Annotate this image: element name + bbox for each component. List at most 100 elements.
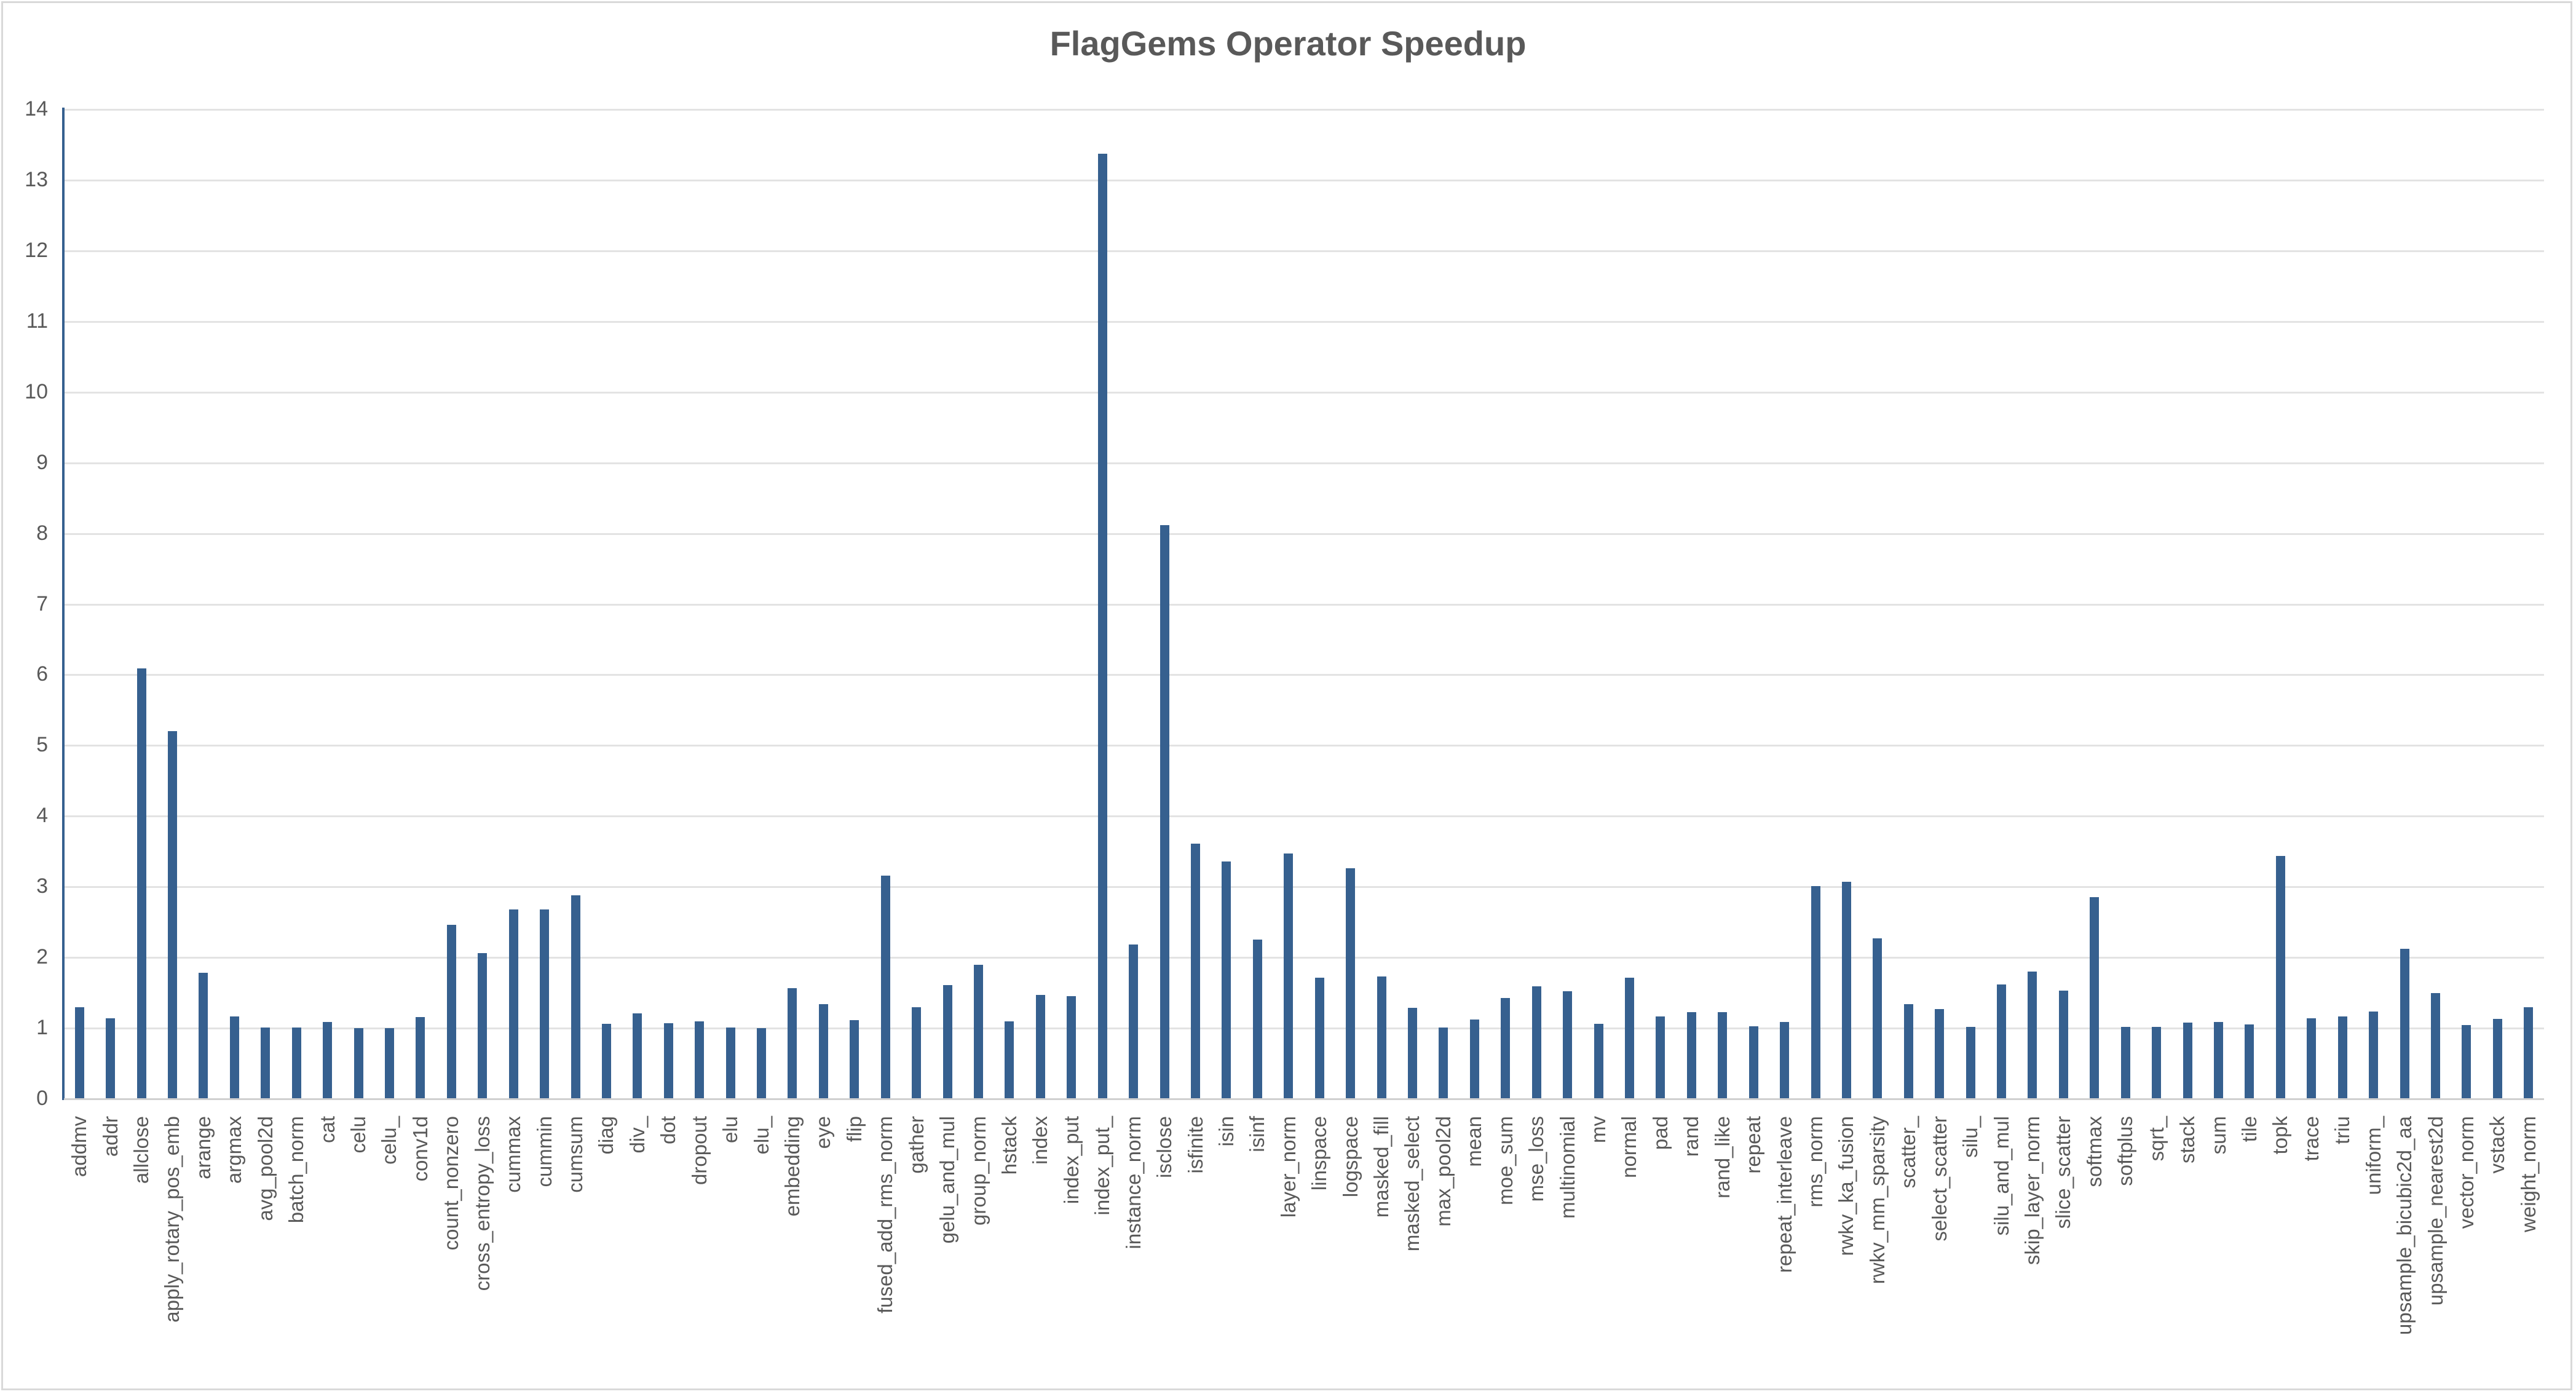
y-axis-line	[62, 108, 65, 1100]
bar-count_nonzero[interactable]	[446, 925, 456, 1099]
bar-cummin[interactable]	[540, 909, 550, 1099]
bar-vstack[interactable]	[2492, 1019, 2502, 1099]
x-tick-label: masked_fill	[1370, 1116, 1393, 1218]
bar-celu_[interactable]	[384, 1028, 394, 1099]
bar-flip[interactable]	[850, 1020, 859, 1099]
bar-index[interactable]	[1035, 995, 1045, 1099]
x-tick-label: weight_norm	[2516, 1116, 2540, 1232]
bar-layer_norm[interactable]	[1284, 853, 1294, 1099]
bar-conv1d[interactable]	[416, 1016, 425, 1099]
bar-isfinite[interactable]	[1191, 844, 1200, 1099]
bar-softmax[interactable]	[2090, 897, 2100, 1099]
bar-softplus[interactable]	[2120, 1026, 2130, 1099]
x-tick-label: vstack	[2486, 1116, 2509, 1174]
bar-embedding[interactable]	[788, 988, 797, 1099]
x-tick-label: cat	[315, 1116, 339, 1144]
bar-fused_add_rms_norm[interactable]	[880, 875, 890, 1099]
x-tick-label: cross_entropy_loss	[470, 1116, 494, 1291]
y-tick-label: 9	[36, 450, 48, 474]
bar-gelu_and_mul[interactable]	[942, 984, 952, 1099]
bar-topk[interactable]	[2275, 855, 2285, 1099]
x-tick-label: skip_layer_norm	[2020, 1116, 2044, 1265]
bar-apply_rotary_pos_emb[interactable]	[167, 731, 177, 1099]
bar-stack[interactable]	[2183, 1022, 2192, 1099]
bar-cummax[interactable]	[508, 909, 518, 1099]
bar-linspace[interactable]	[1314, 978, 1324, 1099]
bar-select_scatter[interactable]	[1935, 1009, 1945, 1099]
bar-trace[interactable]	[2307, 1018, 2317, 1099]
x-tick-label: multinomial	[1555, 1116, 1579, 1219]
bar-rand[interactable]	[1686, 1012, 1696, 1099]
bar-masked_select[interactable]	[1407, 1007, 1417, 1099]
bar-index_put_[interactable]	[1097, 154, 1107, 1099]
bar-elu[interactable]	[725, 1027, 735, 1099]
bar-pad[interactable]	[1656, 1016, 1665, 1099]
x-tick-label: logspace	[1338, 1116, 1362, 1198]
bar-sum[interactable]	[2214, 1021, 2224, 1099]
bar-multinomial[interactable]	[1563, 991, 1573, 1099]
bar-repeat[interactable]	[1748, 1026, 1758, 1099]
bar-uniform_[interactable]	[2369, 1011, 2379, 1099]
bar-group_norm[interactable]	[974, 964, 984, 1099]
bar-rms_norm[interactable]	[1811, 886, 1820, 1099]
bar-mean[interactable]	[1469, 1020, 1479, 1099]
x-tick-label: tile	[2237, 1116, 2261, 1143]
bar-rwkv_ka_fusion[interactable]	[1841, 882, 1851, 1099]
bar-repeat_interleave[interactable]	[1780, 1021, 1790, 1099]
bar-addmv[interactable]	[74, 1007, 84, 1099]
bar-masked_fill[interactable]	[1377, 976, 1386, 1099]
bar-scatter_[interactable]	[1903, 1004, 1913, 1099]
bar-skip_layer_norm[interactable]	[2028, 972, 2037, 1099]
bar-max_pool2d[interactable]	[1439, 1027, 1448, 1099]
x-tick-label: mse_loss	[1525, 1116, 1548, 1202]
bar-logspace[interactable]	[1346, 868, 1356, 1099]
bar-upsample_nearest2d[interactable]	[2431, 992, 2440, 1099]
bar-rwkv_mm_sparsity[interactable]	[1873, 938, 1883, 1099]
y-tick-label: 1	[36, 1016, 48, 1040]
bar-triu[interactable]	[2337, 1016, 2347, 1099]
bar-allclose[interactable]	[136, 668, 146, 1099]
bar-elu_[interactable]	[757, 1028, 767, 1099]
bar-cumsum[interactable]	[571, 895, 580, 1099]
bar-argmax[interactable]	[229, 1016, 239, 1099]
bar-gather[interactable]	[912, 1007, 922, 1099]
bar-mv[interactable]	[1594, 1024, 1603, 1099]
bar-upsample_bicubic2d_aa[interactable]	[2400, 949, 2409, 1099]
bar-isclose[interactable]	[1160, 525, 1169, 1099]
bar-silu_[interactable]	[1966, 1026, 1975, 1099]
bar-mse_loss[interactable]	[1531, 986, 1541, 1099]
plot-area	[64, 109, 2544, 1099]
bar-div_[interactable]	[633, 1013, 642, 1099]
bar-slice_scatter[interactable]	[2058, 991, 2068, 1099]
bar-cross_entropy_loss[interactable]	[478, 953, 488, 1099]
bar-vector_norm[interactable]	[2462, 1025, 2471, 1099]
bar-dot[interactable]	[663, 1023, 673, 1099]
bar-weight_norm[interactable]	[2524, 1007, 2534, 1099]
bar-tile[interactable]	[2245, 1024, 2254, 1099]
bar-instance_norm[interactable]	[1129, 945, 1139, 1099]
bar-isinf[interactable]	[1252, 940, 1262, 1099]
bar-sqrt_[interactable]	[2152, 1026, 2162, 1099]
bar-cat[interactable]	[323, 1021, 333, 1099]
chart-title: FlagGems Operator Speedup	[1049, 24, 1527, 63]
bar-normal[interactable]	[1624, 978, 1634, 1099]
bar-isin[interactable]	[1222, 861, 1231, 1099]
bar-moe_sum[interactable]	[1501, 997, 1511, 1099]
bar-batch_norm[interactable]	[291, 1027, 301, 1099]
bar-diag[interactable]	[601, 1024, 611, 1099]
gridline	[64, 745, 2544, 747]
bar-hstack[interactable]	[1005, 1021, 1014, 1099]
x-tick-label: rwkv_ka_fusion	[1835, 1116, 1858, 1256]
bar-rand_like[interactable]	[1718, 1012, 1728, 1099]
bar-celu[interactable]	[354, 1028, 363, 1099]
bar-eye[interactable]	[818, 1004, 828, 1099]
y-tick-label: 12	[25, 238, 48, 262]
bar-addr[interactable]	[106, 1018, 116, 1099]
y-tick-label: 6	[36, 662, 48, 686]
x-tick-label: flip	[842, 1116, 866, 1143]
bar-avg_pool2d[interactable]	[261, 1027, 271, 1099]
bar-dropout[interactable]	[695, 1021, 705, 1099]
bar-index_put[interactable]	[1067, 996, 1077, 1099]
bar-silu_and_mul[interactable]	[1997, 984, 2007, 1099]
bar-arange[interactable]	[199, 973, 208, 1099]
